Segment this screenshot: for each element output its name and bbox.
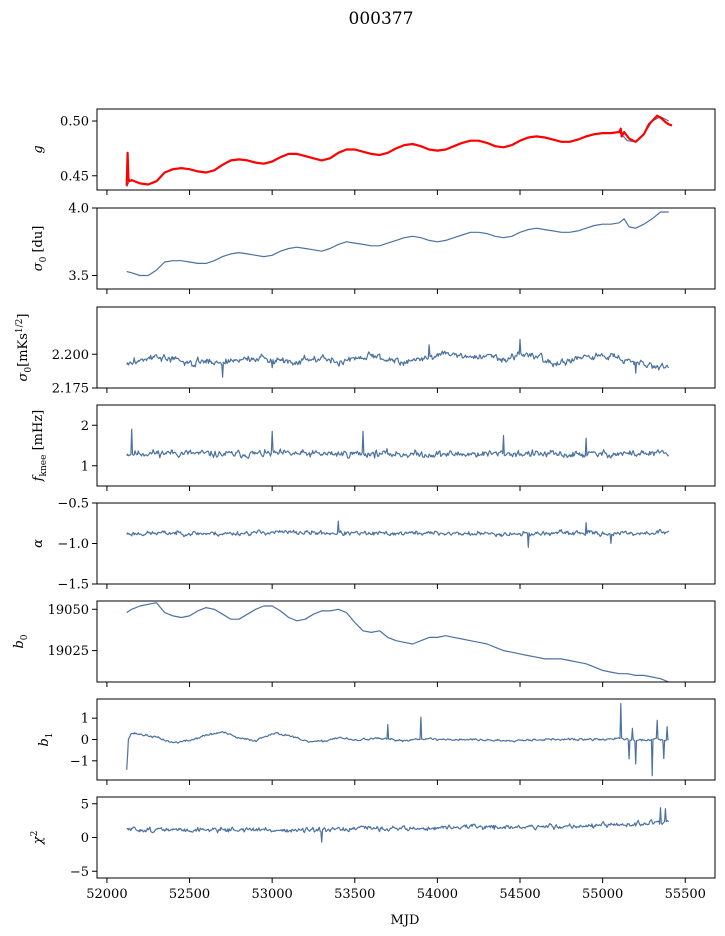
y-tick-label: −1.0 — [57, 537, 89, 552]
panel-6: 19025 19050 b0 — [12, 600, 716, 687]
axes-frame — [96, 698, 716, 781]
y-axis-label-part: 1 — [45, 732, 55, 738]
y-tick-label: 2.175 — [52, 382, 89, 397]
y-tick-label: 2 — [81, 419, 89, 434]
x-tick-label: 52500 — [169, 887, 210, 902]
y-axis-label-part: g — [31, 145, 46, 153]
data-line — [126, 520, 670, 548]
y-tick-label: 19025 — [48, 644, 89, 659]
y-axis-label-part: [mHz] — [31, 410, 46, 455]
data-line — [126, 116, 669, 187]
y-tick-label: 1 — [81, 459, 89, 474]
y-axis-label-part: f — [31, 474, 46, 482]
y-axis-label-part: [du] — [31, 226, 46, 257]
y-axis-label-part: ] — [16, 314, 31, 319]
y-axis-label-part: σ — [16, 371, 31, 381]
y-axis-label-part: 0 — [24, 367, 34, 373]
y-tick-label: 2.200 — [52, 348, 89, 363]
panel-2: 3.5 4.0 σ0 [du] — [31, 202, 716, 294]
y-axis-label-part: χ — [31, 835, 46, 845]
y-tick-label: 4.0 — [68, 202, 89, 217]
y-axis-label-part: 2 — [30, 831, 40, 837]
fit-line — [125, 114, 673, 186]
x-tick-label: 53000 — [251, 887, 292, 902]
x-axis-label: MJD — [391, 913, 420, 928]
x-tick-label: 54000 — [417, 887, 458, 902]
y-tick-label: 1 — [81, 712, 89, 727]
y-axis-label-part: σ — [31, 261, 46, 271]
figure-title: 000377 — [349, 9, 414, 29]
x-tick-label: 54500 — [499, 887, 540, 902]
y-tick-label: −1 — [70, 754, 89, 769]
panel-8: −5 0 5 52000 52500 53000 53500 54000 54500 55000 5… — [30, 796, 716, 902]
y-axis-label-part: b — [37, 738, 52, 746]
y-axis-label-part: [mKs — [16, 333, 31, 367]
axes-frame — [96, 600, 716, 683]
x-tick-label: 52000 — [86, 887, 127, 902]
y-axis-label-part: knee — [39, 455, 49, 477]
data-line — [126, 702, 669, 777]
axes-frame — [96, 306, 716, 389]
data-line — [126, 807, 669, 843]
axes-frame — [96, 796, 716, 879]
x-tick-label: 55000 — [582, 887, 623, 902]
y-tick-label: 0.45 — [60, 169, 89, 184]
panel-5: −1.5 −1.0 −0.5 α — [31, 497, 716, 593]
y-axis-label: g — [31, 145, 46, 153]
y-tick-label: −0.5 — [57, 497, 89, 512]
y-axis-label: b1 — [37, 732, 55, 746]
axes-frame — [96, 207, 716, 290]
y-tick-label: −1.5 — [57, 578, 89, 593]
y-tick-label: 0.50 — [60, 115, 89, 130]
x-tick-label: 53500 — [334, 887, 375, 902]
y-axis-label: fknee [mHz] — [31, 410, 49, 483]
panel-3: 2.175 2.200 σ0[mKs1/2] — [15, 306, 716, 397]
axes-frame — [96, 502, 716, 585]
data-line — [126, 428, 670, 459]
y-axis-label: α — [31, 539, 46, 548]
data-line — [126, 211, 669, 277]
y-tick-label: 0 — [81, 733, 89, 748]
axes-frame — [96, 404, 716, 487]
y-axis-label: χ2 — [30, 831, 46, 846]
y-tick-label: 5 — [81, 797, 89, 812]
y-tick-label: 0 — [81, 831, 89, 846]
panel-4: 1 2 fknee [mHz] — [31, 404, 716, 491]
x-tick-label: 55500 — [665, 887, 706, 902]
y-axis-label-part: 0 — [20, 634, 30, 640]
data-line — [126, 602, 669, 682]
y-axis-label: b0 — [12, 634, 30, 648]
y-axis-label: σ0[mKs1/2] — [15, 314, 34, 382]
axes-frame — [96, 108, 716, 191]
y-axis-label-part: 1/2 — [15, 319, 25, 333]
y-axis-label: σ0 [du] — [31, 226, 49, 272]
y-tick-label: 19050 — [48, 603, 89, 618]
y-axis-label-part: b — [12, 640, 27, 648]
y-axis-label-part: α — [31, 539, 46, 548]
y-tick-label: −5 — [70, 865, 89, 880]
panel-1: 0.45 0.50 g — [31, 108, 716, 195]
y-axis-label-part: 0 — [39, 256, 49, 262]
y-tick-label: 3.5 — [68, 269, 89, 284]
data-line — [126, 338, 670, 378]
